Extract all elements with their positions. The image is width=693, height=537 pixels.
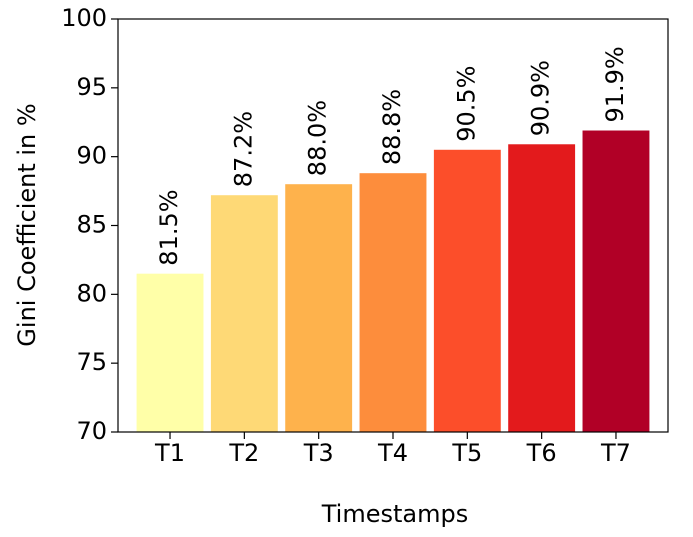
value-label: 90.5% <box>452 66 480 142</box>
value-label: 87.2% <box>229 111 257 187</box>
x-tick-label: T7 <box>600 439 631 467</box>
y-tick-label: 85 <box>76 211 107 239</box>
x-tick-label: T4 <box>377 439 408 467</box>
bar <box>433 149 501 433</box>
value-label: 88.0% <box>304 100 332 176</box>
y-tick-label: 90 <box>76 142 107 170</box>
y-axis-label: Gini Coefficient in % <box>13 103 41 346</box>
x-axis-label: Timestamps <box>321 500 468 528</box>
y-tick-label: 80 <box>76 279 107 307</box>
bar <box>285 184 353 432</box>
bar <box>136 273 204 432</box>
y-tick-label: 75 <box>76 348 107 376</box>
y-tick-label: 95 <box>76 73 107 101</box>
bar <box>359 173 427 433</box>
x-tick-label: T3 <box>303 439 334 467</box>
plot-frame <box>117 18 669 433</box>
value-label: 90.9% <box>527 60 555 136</box>
bar <box>210 195 278 432</box>
y-tick-label: 100 <box>61 4 107 32</box>
x-tick-label: T5 <box>451 439 482 467</box>
x-tick-label: T2 <box>228 439 259 467</box>
bar <box>582 130 650 432</box>
x-tick-label: T1 <box>154 439 185 467</box>
x-tick-label: T6 <box>526 439 557 467</box>
value-label: 81.5% <box>155 189 183 265</box>
bar <box>508 144 576 432</box>
y-tick-label: 70 <box>76 417 107 445</box>
value-label: 88.8% <box>378 89 406 165</box>
value-label: 91.9% <box>601 46 629 122</box>
